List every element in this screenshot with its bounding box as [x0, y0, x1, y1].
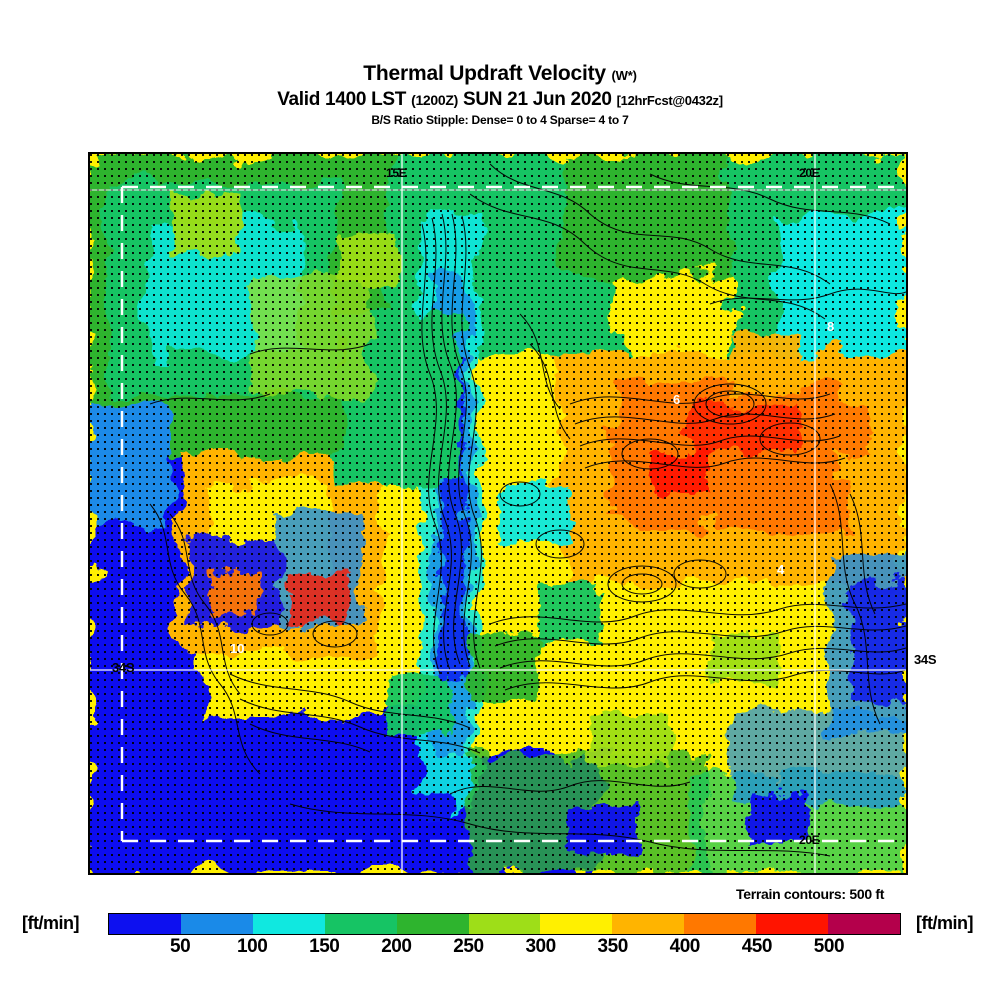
contour-value-label-8: 8: [827, 319, 835, 334]
main-title-superscript: (W*): [611, 68, 637, 83]
valid-date-text: SUN 21 Jun 2020: [462, 89, 612, 110]
colorbar-swatches[interactable]: [108, 913, 901, 935]
colorbar-swatch-7: [612, 914, 685, 934]
colorbar-swatch-1: [180, 914, 253, 934]
colorbar-tick-350: 350: [597, 936, 629, 957]
graticule-label-20e-top: 20E: [799, 166, 820, 180]
weather-map[interactable]: 15E 20E 20E 10 8 6 4: [88, 152, 908, 875]
colorbar-tick-400: 400: [669, 936, 701, 957]
title-block: Thermal Updraft Velocity (W*) Valid 1400…: [0, 62, 1000, 128]
latitude-label-left-34s: 34S: [112, 660, 135, 675]
colorbar-tick-200: 200: [381, 936, 412, 957]
forecast-tag-text: [12hrFcst@0432z]: [616, 93, 723, 108]
colorbar-swatch-9: [756, 914, 829, 934]
contour-value-label-4: 4: [777, 562, 785, 577]
page-title: Thermal Updraft Velocity (W*): [0, 62, 1000, 88]
main-title-text: Thermal Updraft Velocity: [363, 62, 606, 85]
subtitle: Valid 1400 LST (1200Z) SUN 21 Jun 2020 […: [0, 88, 1000, 112]
colorbar-swatch-3: [324, 914, 397, 934]
colorbar-tick-100: 100: [237, 936, 268, 957]
colorbar-legend: [ft/min] 50 100 150 200 250 300 350 400 450 500 […: [0, 905, 1000, 965]
colorbar-unit-right: [ft/min]: [916, 913, 973, 933]
colorbar-tick-150: 150: [309, 936, 340, 957]
colorbar-swatch-2: [252, 914, 325, 934]
graticule-label-20e-bottom: 20E: [799, 833, 820, 847]
colorbar-swatch-0: [109, 914, 181, 934]
colorbar-tick-labels: 50 100 150 200 250 300 350 400 450 500: [108, 936, 901, 962]
terrain-contour-note: Terrain contours: 500 ft: [736, 886, 885, 902]
colorbar-tick-300: 300: [525, 936, 556, 957]
valid-time-text: Valid 1400 LST: [277, 89, 407, 110]
colorbar-swatch-6: [540, 914, 613, 934]
thermal-updraft-raster: [90, 154, 906, 873]
colorbar-tick-450: 450: [741, 936, 773, 957]
colorbar-tick-500: 500: [813, 936, 845, 957]
contour-value-label-6: 6: [673, 392, 681, 407]
colorbar-unit-left: [ft/min]: [22, 913, 79, 933]
colorbar-swatch-10: [828, 914, 900, 934]
latitude-label-right-34s: 34S: [914, 652, 937, 667]
colorbar-tick-250: 250: [453, 936, 484, 957]
colorbar-tick-50: 50: [170, 936, 191, 957]
colorbar-swatch-5: [468, 914, 541, 934]
graticule-label-15e-top: 15E: [386, 166, 407, 180]
valid-utc-text: (1200Z): [411, 92, 458, 108]
colorbar-swatch-8: [684, 914, 757, 934]
stipple-legend-note: B/S Ratio Stipple: Dense= 0 to 4 Sparse=…: [371, 113, 629, 127]
contour-value-label-10: 10: [230, 641, 245, 656]
colorbar-swatch-4: [396, 914, 469, 934]
